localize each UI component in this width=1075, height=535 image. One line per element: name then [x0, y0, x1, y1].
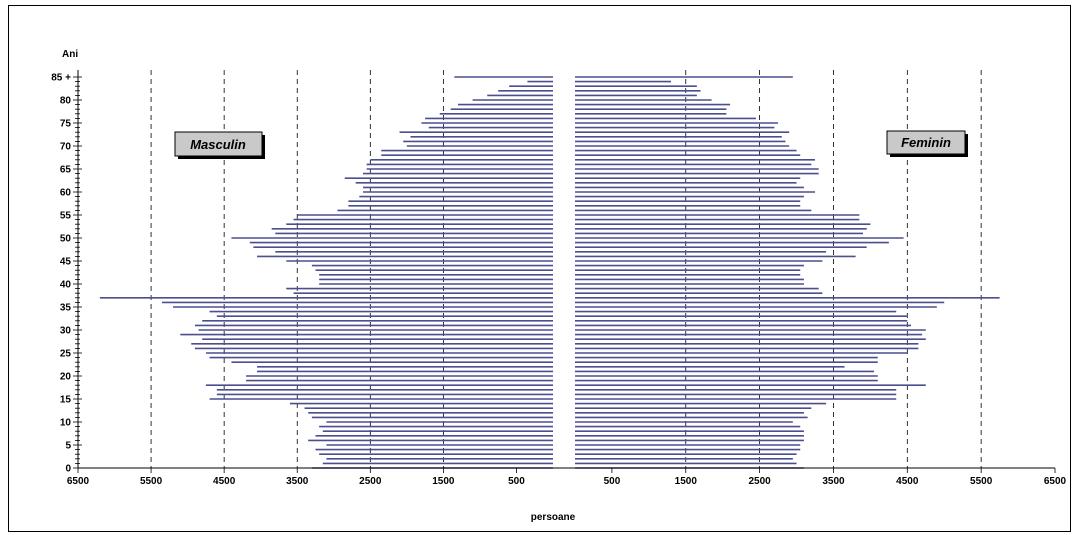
x-tick-label: 500 — [508, 476, 525, 487]
legend-feminin-label: Feminin — [901, 135, 951, 150]
x-axis-ticks: 6500 5500 4500 3500 2500 1500 500 500 1500 2500 35… — [67, 468, 1067, 487]
y-tick-label: 0 — [65, 464, 71, 475]
x-tick-label: 1500 — [675, 476, 698, 487]
y-tick-label: 5 — [65, 441, 71, 452]
legend-masculin-box — [174, 131, 263, 157]
y-tick-label: 45 — [60, 257, 72, 268]
y-axis-title: Ani — [62, 49, 78, 60]
y-tick-label: 85 + — [51, 73, 71, 84]
y-tick-label: 80 — [60, 96, 72, 107]
y-tick-label: 40 — [60, 280, 72, 291]
x-tick-label: 4500 — [213, 476, 236, 487]
legend-feminin-box — [886, 130, 966, 155]
legend-masculin: Masculin — [174, 131, 265, 159]
x-tick-label: 3500 — [822, 476, 845, 487]
male-bars — [99, 76, 553, 469]
x-tick-label: 6500 — [1044, 476, 1067, 487]
x-tick-label: 2500 — [359, 476, 382, 487]
y-tick-label: 25 — [60, 349, 72, 360]
legend-masculin-label: Masculin — [190, 137, 246, 152]
y-tick-label: 75 — [60, 119, 72, 130]
y-tick-label: 60 — [60, 188, 72, 199]
y-tick-label: 35 — [60, 303, 72, 314]
y-tick-label: 10 — [60, 418, 72, 429]
y-tick-label: 65 — [60, 165, 72, 176]
x-tick-label: 4500 — [896, 476, 919, 487]
x-tick-label: 5500 — [140, 476, 163, 487]
y-tick-label: 30 — [60, 326, 72, 337]
chart-frame — [8, 5, 1071, 532]
x-tick-label: 2500 — [748, 476, 771, 487]
y-tick-label: 20 — [60, 372, 72, 383]
y-tick-label: 55 — [60, 211, 72, 222]
y-tick-label: 15 — [60, 395, 72, 406]
y-axis-ticks: 0 5 10 15 20 25 30 35 40 45 50 55 60 65 70 75 80 85 + — [51, 73, 82, 475]
x-tick-label: 6500 — [67, 476, 90, 487]
y-tick-label: 50 — [60, 234, 72, 245]
x-axis-title: persoane — [531, 512, 576, 523]
x-tick-label: 5500 — [970, 476, 993, 487]
legend-feminin: Feminin — [886, 130, 968, 157]
x-tick-label: 1500 — [432, 476, 455, 487]
y-tick-label: 70 — [60, 142, 72, 153]
female-bars — [575, 76, 1000, 469]
x-tick-label: 3500 — [286, 476, 309, 487]
x-tick-label: 500 — [604, 476, 621, 487]
